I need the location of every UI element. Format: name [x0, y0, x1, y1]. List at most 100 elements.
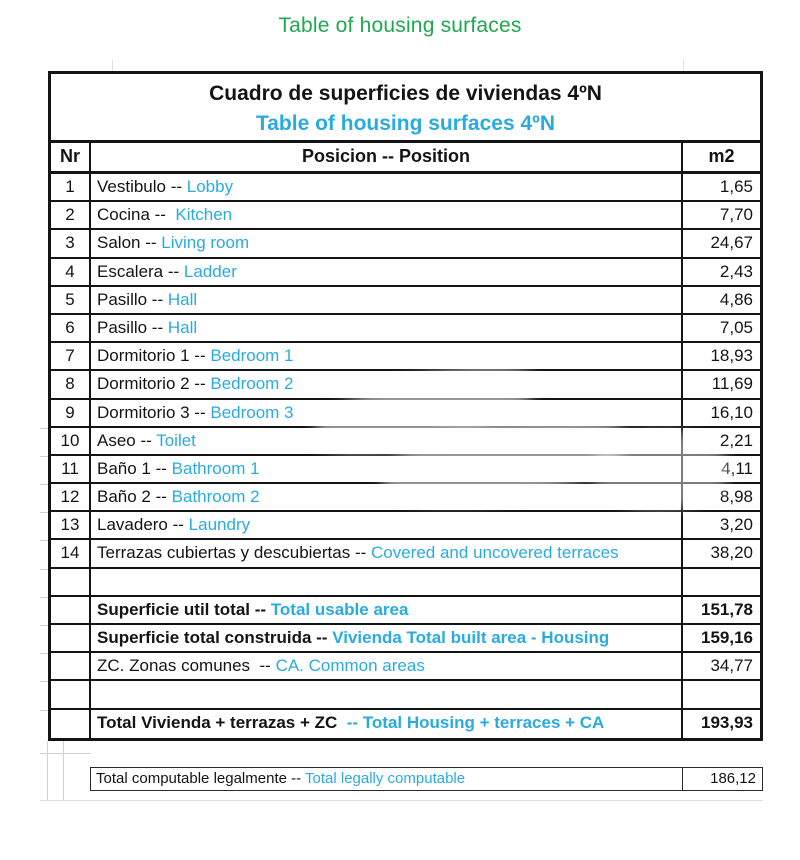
table-row: 2 Cocina -- Kitchen 7,70 — [51, 202, 760, 231]
sheet-gridline — [40, 753, 91, 754]
table-row: 7 Dormitorio 1 -- Bedroom 1 18,93 — [51, 343, 760, 372]
spanish-label: Salon -- — [97, 233, 162, 253]
english-label: Toilet — [156, 430, 196, 450]
spanish-label: Vestibulo -- — [97, 177, 187, 196]
spanish-label: Escalera -- — [97, 261, 184, 281]
area-cell: 151,78 — [701, 599, 753, 619]
sheet-gridline — [40, 540, 48, 541]
spanish-label: Dormitorio 3 -- — [97, 402, 211, 422]
table-row: 13 Lavadero -- Laundry 3,20 — [51, 512, 760, 541]
spanish-label: Superficie total construida -- — [97, 628, 333, 647]
position-cell: Pasillo -- Hall — [89, 286, 683, 313]
area-cell: 2,21 — [719, 430, 753, 450]
row-number: 8 — [65, 374, 75, 394]
sheet-gridline — [40, 681, 48, 682]
column-header-m2: m2 — [708, 146, 735, 166]
position-cell: Baño 2 -- Bathroom 2 — [89, 484, 683, 511]
area-cell: 16,10 — [710, 402, 753, 422]
row-number: 3 — [65, 233, 75, 253]
area-cell: 8,98 — [719, 487, 753, 507]
spanish-label: Dormitorio 1 -- — [97, 346, 211, 366]
position-cell: Superficie total construida -- Vivienda … — [89, 625, 683, 652]
table-row: 8 Dormitorio 2 -- Bedroom 2 11,69 — [51, 371, 760, 400]
sheet-gridline — [40, 653, 48, 654]
position-cell: Lavadero -- Laundry — [89, 512, 683, 539]
position-cell: Superficie util total -- Total usable ar… — [89, 596, 683, 623]
sheet-gridline — [40, 597, 48, 598]
sheet-gridline — [63, 741, 64, 801]
spanish-label: Total computable legalmente -- — [96, 770, 306, 787]
table-row: 10 Aseo -- Toilet 2,21 — [51, 427, 760, 456]
summary-row-built-area: Superficie total construida -- Vivienda … — [51, 625, 760, 654]
position-cell: Aseo -- Toilet — [89, 427, 683, 454]
english-label: Total usable area — [270, 599, 409, 619]
sheet-gridline — [683, 60, 684, 71]
area-cell: 2,43 — [719, 261, 753, 281]
table-row: 3 Salon -- Living room 24,67 — [51, 230, 760, 259]
sheet-gridline — [40, 710, 48, 711]
table-row: 12 Baño 2 -- Bathroom 2 8,98 — [51, 484, 760, 513]
row-number: 4 — [65, 261, 75, 281]
column-header-nr: Nr — [59, 146, 80, 166]
sheet-gridline — [40, 484, 48, 485]
english-label: Bedroom 3 — [210, 402, 294, 422]
english-label: Ladder — [183, 261, 237, 281]
table-row: 5 Pasillo -- Hall 4,86 — [51, 286, 760, 315]
spanish-label: Pasillo -- — [97, 289, 168, 309]
english-label: CA. Common areas — [275, 656, 425, 676]
area-cell: 7,05 — [719, 317, 753, 337]
spanish-label: ZC. Zonas comunes -- — [97, 656, 276, 676]
area-cell: 24,67 — [710, 233, 753, 253]
area-cell: 7,70 — [719, 205, 753, 225]
spanish-label: Lavadero -- — [97, 515, 189, 535]
empty-row — [51, 568, 760, 597]
row-number: 1 — [65, 177, 75, 196]
area-cell: 18,93 — [710, 346, 753, 366]
sheet-gridline — [40, 800, 763, 801]
summary-row-common-areas: ZC. Zonas comunes -- CA. Common areas 34… — [51, 653, 760, 682]
area-cell: 3,20 — [719, 515, 753, 535]
table-row: 14 Terrazas cubiertas y descubiertas -- … — [51, 540, 760, 569]
position-cell: Dormitorio 2 -- Bedroom 2 — [89, 371, 683, 398]
row-number: 7 — [65, 346, 75, 366]
housing-surfaces-table: Cuadro de superficies de viviendas 4ºN T… — [48, 71, 763, 741]
spanish-label: Terrazas cubiertas y descubiertas -- — [97, 543, 371, 563]
english-label: Hall — [167, 289, 198, 309]
sheet-gridline — [40, 428, 48, 429]
empty-row — [51, 681, 760, 710]
area-cell: 4,86 — [719, 289, 753, 309]
row-number: 11 — [61, 458, 79, 478]
spanish-label: Superficie util total -- — [97, 599, 271, 619]
position-cell: Dormitorio 3 -- Bedroom 3 — [89, 399, 683, 426]
sheet-gridline — [40, 512, 48, 513]
area-cell: 38,20 — [710, 543, 753, 563]
table-row: 6 Pasillo -- Hall 7,05 — [51, 314, 760, 344]
row-number: 12 — [60, 487, 80, 507]
english-label: Bathroom 2 — [171, 487, 260, 507]
position-cell: Vestibulo -- Lobby — [89, 174, 683, 201]
spanish-label: Pasillo -- — [97, 317, 168, 337]
grand-total-row: Total Vivienda + terrazas + ZC -- Total … — [51, 709, 760, 738]
english-label: Bedroom 1 — [210, 346, 294, 366]
position-cell: Salon -- Living room — [89, 230, 683, 257]
column-header-position: Posicion -- Position — [89, 143, 683, 171]
english-label: Lobby — [186, 177, 234, 196]
sheet-gridline — [112, 60, 113, 71]
english-label: Vivienda Total built area - Housing — [332, 628, 610, 647]
area-cell: 11,69 — [711, 374, 753, 394]
sheet-gridline — [40, 569, 48, 570]
english-label: -- Total Housing + terraces + CA — [346, 712, 605, 732]
table-title-spanish: Cuadro de superficies de viviendas 4ºN — [209, 82, 602, 105]
legal-total-row: Total computable legalmente -- Total leg… — [90, 767, 763, 791]
area-cell: 4,11 — [721, 458, 753, 478]
english-label: Hall — [167, 317, 198, 337]
row-number: 5 — [65, 289, 75, 309]
position-cell: Escalera -- Ladder — [89, 258, 683, 285]
row-number: 10 — [60, 430, 80, 450]
position-cell: Cocina -- Kitchen — [89, 202, 683, 229]
english-label: Laundry — [188, 515, 251, 535]
page-title: Table of housing surfaces — [278, 14, 522, 37]
table-row: 11 Baño 1 -- Bathroom 1 4,11 — [51, 455, 760, 485]
row-number: 6 — [65, 317, 75, 337]
area-cell: 159,16 — [701, 628, 753, 647]
